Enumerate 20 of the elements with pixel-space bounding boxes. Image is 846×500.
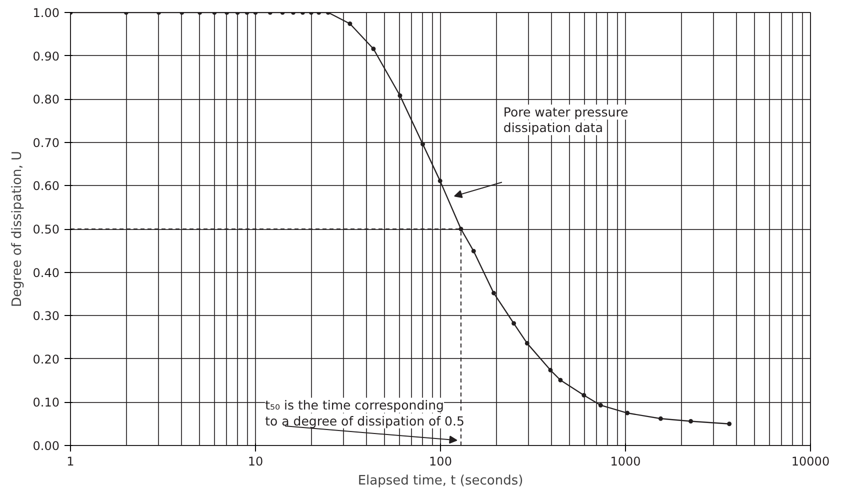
x-tick-label: 1000: [610, 454, 641, 468]
x-tick-label: 1: [66, 454, 74, 468]
annotation: t₅₀ is the time corresponding to a degree of dissipation of 0.5: [265, 398, 464, 428]
y-tick-label: 0.80: [32, 92, 60, 107]
y-tick-label: 0.50: [32, 222, 60, 236]
annotation: Pore water pressure dissipation data: [503, 104, 629, 136]
x-tick-label: 10: [248, 454, 264, 468]
x-tick-label: 100: [429, 454, 452, 468]
x-axis-title: Elapsed time, t (seconds): [358, 474, 524, 488]
x-tick-label: 10000: [791, 454, 830, 468]
y-tick-label: 0.40: [32, 266, 60, 280]
y-tick-label: 0.90: [32, 49, 60, 64]
y-tick-label: 0.60: [32, 179, 60, 194]
y-axis-title: Degree of dissipation, U: [10, 150, 25, 308]
y-tick-label: 0.20: [32, 352, 60, 366]
y-tick-label: 0.30: [32, 309, 60, 324]
y-tick-label: 1.00: [32, 6, 60, 20]
y-tick-label: 0.10: [32, 396, 60, 410]
y-tick-label: 0.00: [32, 439, 60, 453]
y-tick-label: 0.70: [32, 136, 60, 150]
